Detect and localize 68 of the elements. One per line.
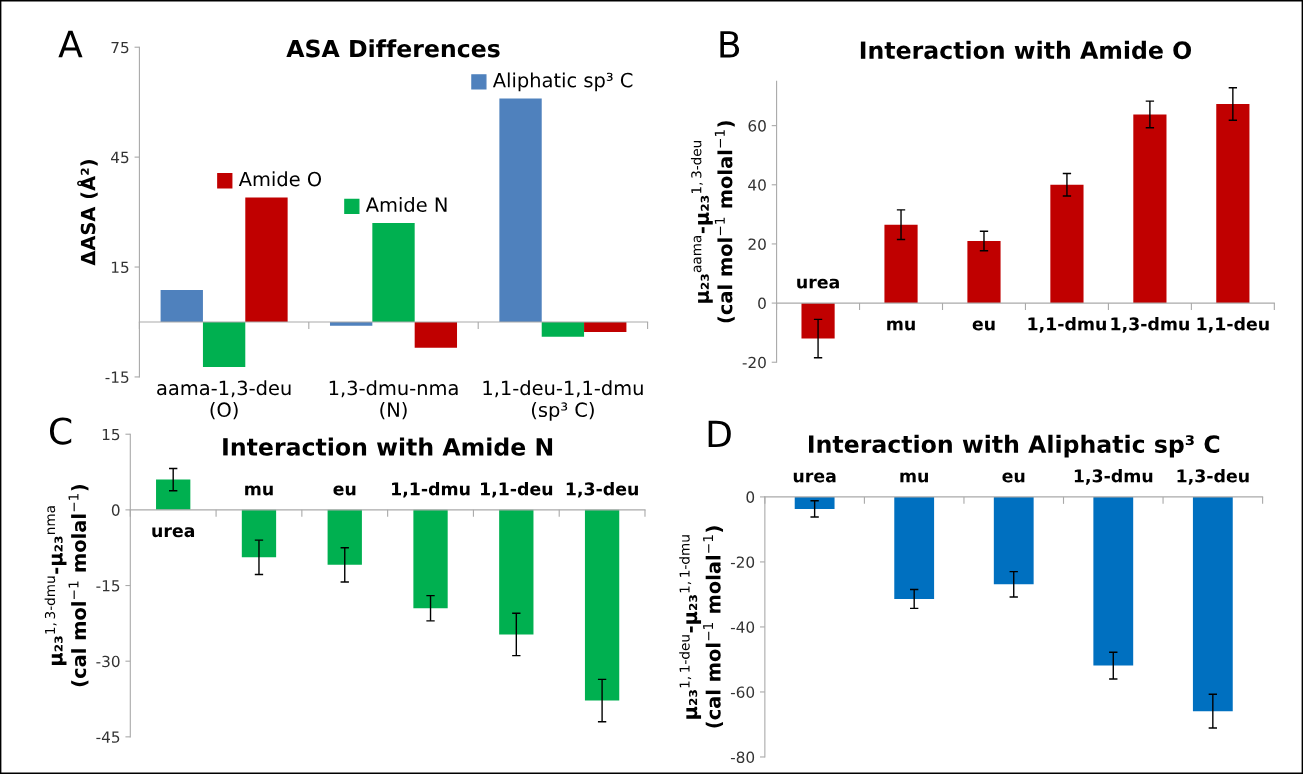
y-tick-label: 0	[746, 491, 755, 503]
x-tick-label: urea	[152, 527, 195, 538]
bar	[541, 321, 585, 337]
text: A	[58, 30, 83, 58]
chart-title: Interaction with Amide N	[223, 437, 553, 456]
x-tick-label: 1,1-deu	[1197, 316, 1269, 333]
text: D	[708, 420, 731, 448]
text: μ₂₃$^{1,1-deu}$-μ₂₃$^{1,1-dmu}$ (cal mol$^{−1}$ molal$^{−1}$)	[679, 526, 724, 728]
chart-title: ASA Differences	[286, 39, 500, 58]
x-tick-label: 1,1-dmu	[392, 481, 470, 498]
bar	[414, 321, 458, 348]
y-tick-label: 45	[111, 151, 129, 164]
y-tick-label: -15	[96, 580, 120, 592]
y-tick-label: 60	[748, 120, 766, 132]
legend-label: Amide N	[365, 196, 447, 213]
x-tick-label: 1,3-dmu	[1074, 468, 1153, 485]
chart-title: Interaction with Aliphatic sp³ C	[808, 434, 1220, 458]
legend-label: Amide O	[238, 171, 322, 187]
bar	[1050, 184, 1084, 304]
bar	[884, 224, 918, 304]
x-tick-label: eu	[333, 485, 356, 496]
y-tick-label: -20	[742, 356, 766, 369]
x-tick-label: eu	[972, 320, 995, 331]
chart-title: Interaction with Amide O	[860, 40, 1192, 60]
y-tick-label: -15	[105, 371, 129, 383]
x-tick-label: urea	[793, 472, 836, 483]
x-tick-label: 1,3-deu	[1177, 468, 1249, 485]
x-tick-label: 1,1-dmu	[1028, 316, 1106, 333]
x-tick-label: 1,3-deu	[566, 481, 638, 498]
y-tick-label: 20	[748, 238, 766, 250]
text: μ₂₃$^{1,3-dmu}$-μ₂₃$^{nma}$ (cal mol$^{−1}$ molal$^{−1}$)	[44, 484, 89, 687]
x-tick-label: 1,3-dmu-nma (N)	[329, 380, 458, 420]
bar	[372, 223, 415, 322]
text: μ₂₃$^{aama}$-μ₂₃$^{1,3-deu}$ (cal mol$^{−1}$ molal$^{−1}$)	[690, 121, 735, 323]
y-tick-label: -60	[730, 686, 755, 698]
bar	[584, 321, 627, 332]
text: C	[49, 417, 72, 445]
y-tick-label: 15	[111, 261, 129, 274]
x-tick-label: urea	[797, 278, 839, 289]
x-tick-label: 1,3-dmu	[1111, 316, 1189, 333]
bar	[499, 98, 542, 322]
y-tick-label: 0	[758, 297, 766, 310]
x-tick-label: 1,1-deu-1,1-dmu (sp³ C)	[483, 380, 643, 421]
x-tick-label: eu	[1002, 472, 1025, 483]
x-tick-label: mu	[900, 472, 928, 483]
bar	[245, 197, 288, 322]
y-tick-label: -80	[730, 751, 755, 763]
text: B	[720, 31, 740, 58]
x-tick-label: mu	[245, 485, 273, 496]
bar	[1216, 104, 1250, 304]
bar	[202, 321, 246, 368]
legend-label: Aliphatic sp³ C	[492, 72, 633, 92]
y-tick-label: -40	[730, 621, 755, 633]
x-tick-label: aama-1,3-deu (O)	[157, 380, 291, 420]
y-tick-label: -20	[730, 556, 755, 568]
x-tick-label: 1,1-deu	[481, 481, 553, 498]
bar	[160, 290, 203, 322]
y-tick-label: 75	[111, 41, 129, 54]
y-tick-label: 0	[111, 504, 120, 516]
bar	[967, 240, 1001, 304]
y-tick-label: 15	[102, 428, 120, 441]
bar	[1133, 114, 1167, 304]
y-tick-label: 40	[748, 179, 766, 191]
y-tick-label: -30	[96, 655, 120, 668]
bar	[801, 303, 835, 339]
y-axis-title: ΔASA (Å²)	[77, 160, 98, 266]
x-tick-label: mu	[887, 320, 915, 331]
y-tick-label: -45	[96, 731, 120, 743]
